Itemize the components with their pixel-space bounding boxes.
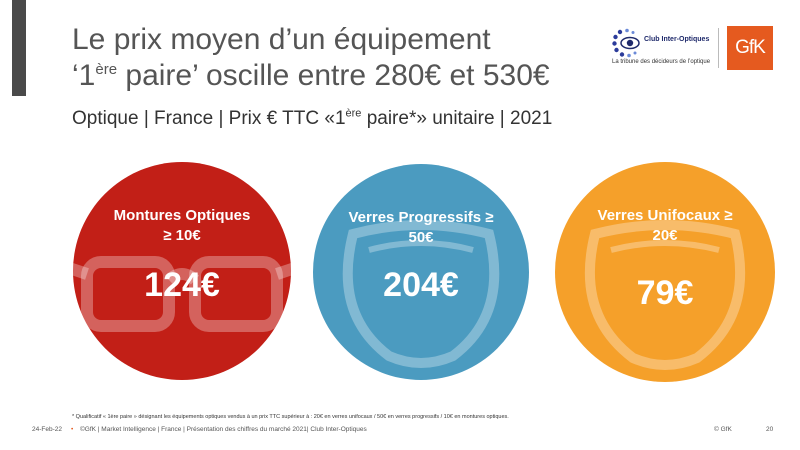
footer-date: 24-Feb-22 [32, 426, 62, 433]
accent-bar [12, 0, 26, 96]
logo-divider [718, 28, 719, 68]
club-name: Club Inter-Optiques [644, 36, 710, 43]
footer-source: ©GfK | Market Intelligence | France | Pr… [80, 426, 367, 433]
circle-verres-unifocaux: Verres Unifocaux ≥ 20€ 79€ [555, 162, 775, 382]
page-subtitle: Optique | France | Prix € TTC «1ère pair… [72, 107, 553, 129]
club-inter-optiques-logo: Club Inter-Optiques La tribune des décid… [612, 28, 712, 70]
circle-value: 204€ [383, 266, 459, 304]
circle-label: Montures Optiques ≥ 10€ [113, 207, 251, 244]
circle-value: 124€ [144, 266, 220, 304]
lens-icon [584, 220, 746, 370]
title-line-2: ‘1ère paire’ oscille entre 280€ et 530€ [72, 59, 550, 92]
lens-icon [342, 220, 500, 368]
circle-verres-progressifs: Verres Progressifs ≥ 50€ 204€ [313, 164, 529, 380]
eye-dots-icon [612, 28, 640, 58]
circle-montures-optiques: Montures Optiques ≥ 10€ 124€ [73, 162, 291, 380]
circle-label: Verres Progressifs ≥ 50€ [348, 209, 494, 246]
gfk-logo: GfK [727, 26, 773, 70]
footer-copyright: © GfK [714, 426, 732, 433]
glasses-frame-icon [73, 256, 291, 332]
circle-label: Verres Unifocaux ≥ 20€ [597, 207, 733, 244]
title-line-1: Le prix moyen d’un équipement [72, 23, 491, 56]
page-number: 20 [766, 426, 774, 433]
club-tagline: La tribune des décideurs de l’optique [612, 59, 711, 65]
footnote: * Qualificatif « 1ère paire » désignant … [72, 414, 509, 420]
circle-value: 79€ [636, 274, 694, 312]
footer-bullet: • [71, 426, 74, 433]
page-title: Le prix moyen d’un équipement ‘1ère pair… [72, 22, 550, 94]
